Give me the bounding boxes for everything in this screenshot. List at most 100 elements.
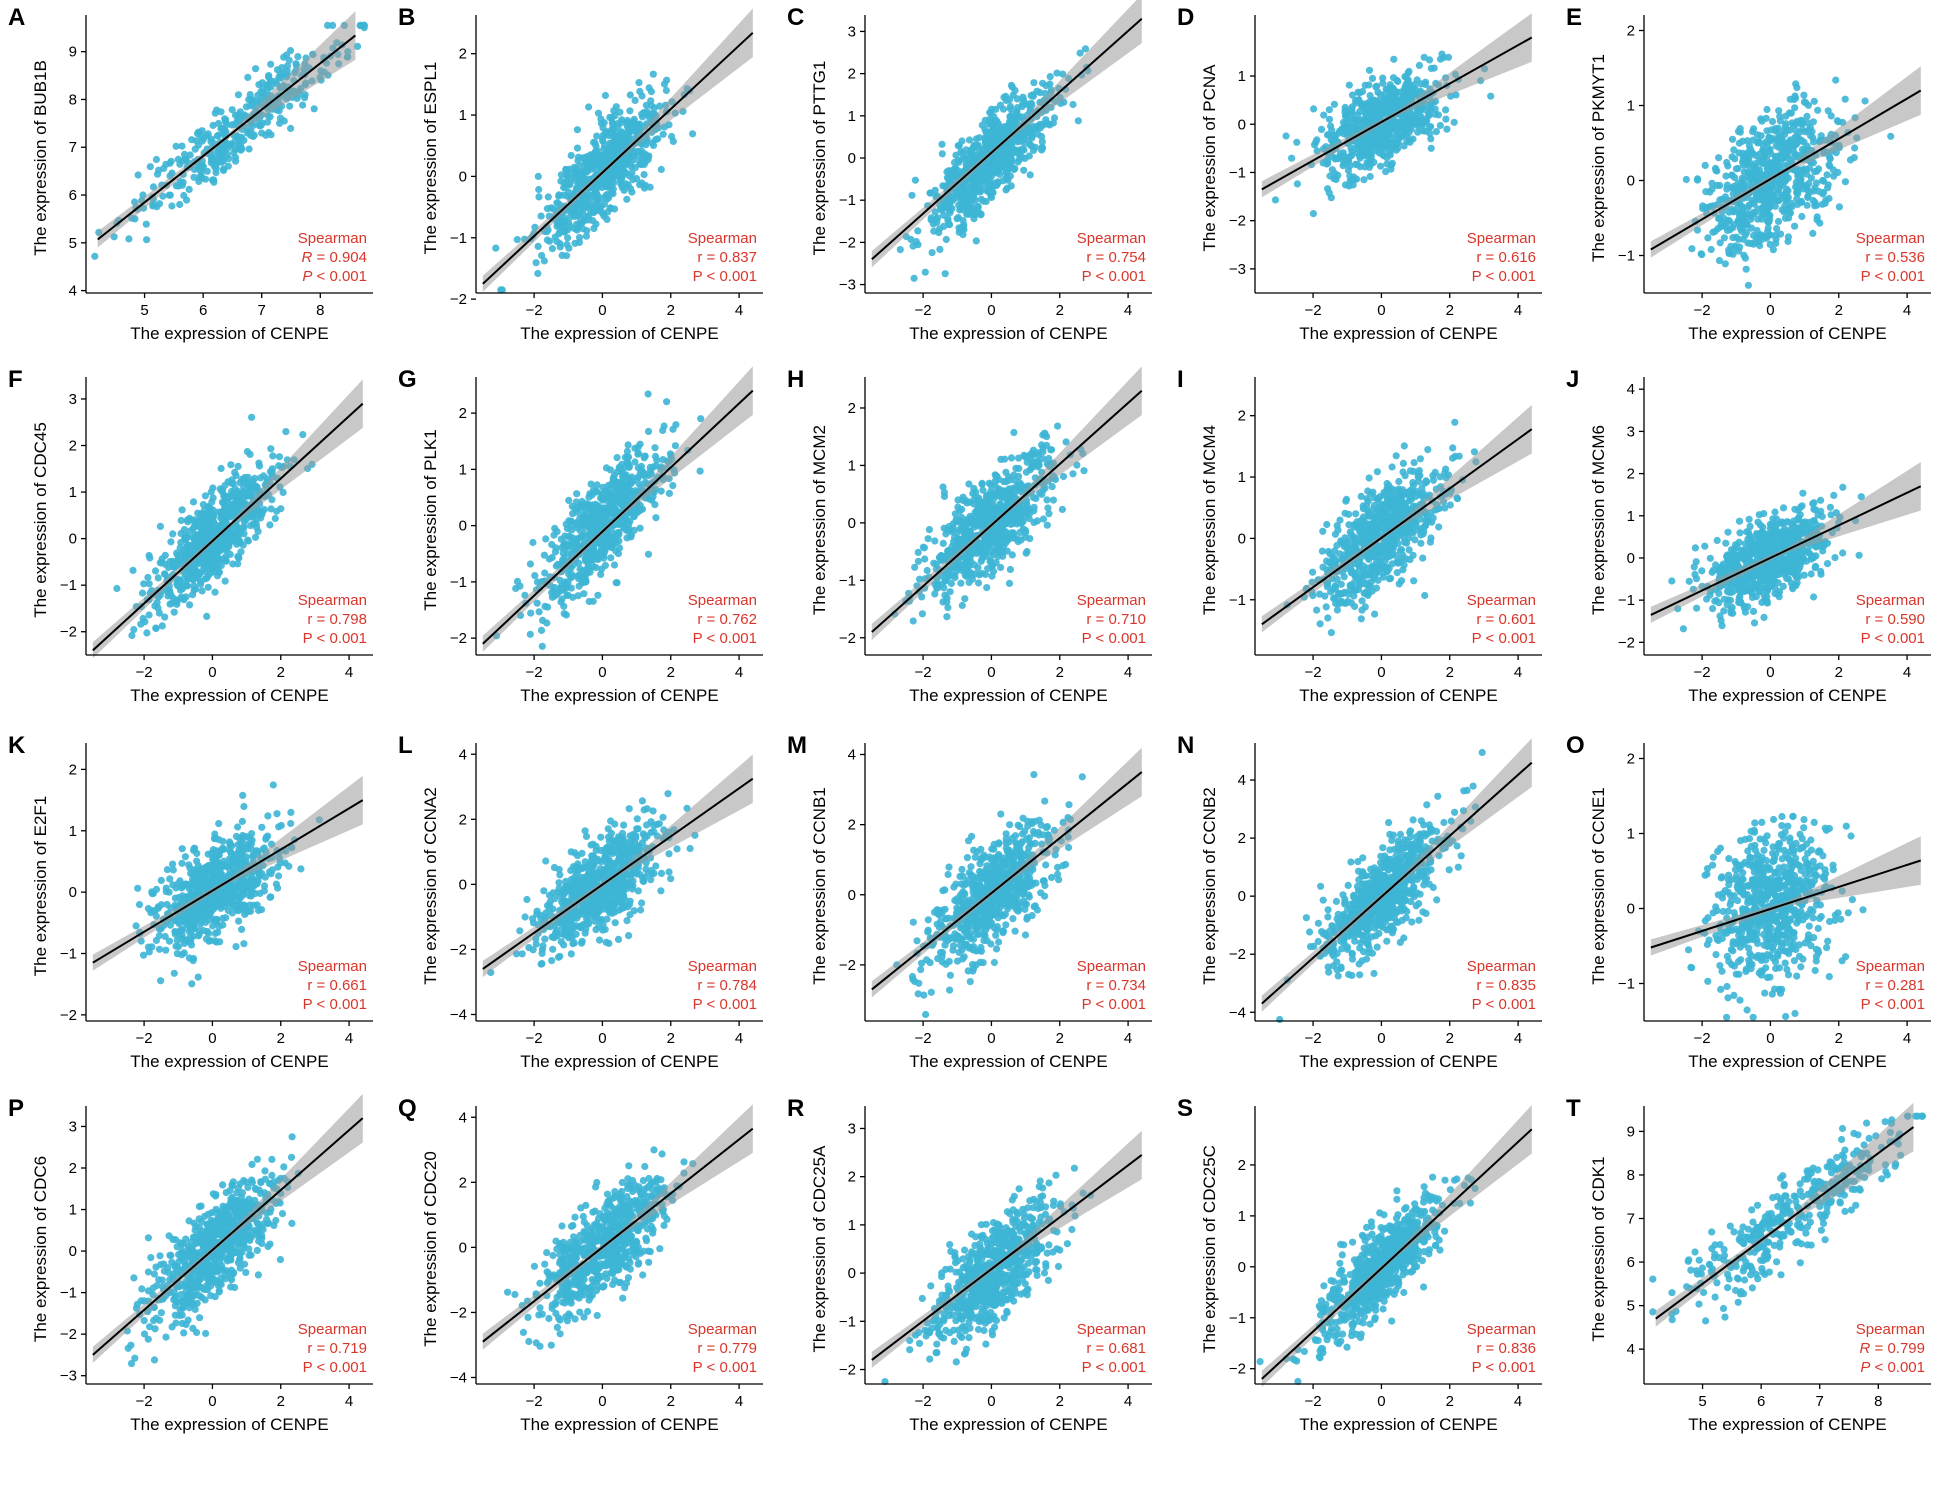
scatter-point xyxy=(944,217,952,225)
scatter-point xyxy=(611,112,619,120)
scatter-point xyxy=(1776,112,1784,120)
scatter-point xyxy=(1415,61,1423,69)
scatter-point xyxy=(1759,141,1767,150)
stat-coefficient: r = 0.616 xyxy=(1476,249,1536,266)
scatter-point xyxy=(638,179,646,187)
scatter-point xyxy=(635,79,643,87)
scatter-point xyxy=(973,169,981,177)
scatter-point xyxy=(268,468,276,476)
scatter-point xyxy=(556,243,564,251)
scatter-point xyxy=(1434,111,1442,119)
scatter-point xyxy=(567,151,575,160)
scatter-point xyxy=(649,70,657,78)
scatter-point xyxy=(656,102,664,110)
scatter-point xyxy=(1288,154,1296,162)
scatter-point xyxy=(1812,179,1821,187)
scatter-point xyxy=(1762,114,1770,122)
x-tick-label: −2 xyxy=(1305,302,1322,319)
scatter-point xyxy=(657,487,665,495)
scatter-point xyxy=(635,152,643,161)
scatter-point xyxy=(1799,185,1807,193)
scatter-point xyxy=(1392,146,1400,154)
scatter-point xyxy=(208,554,216,562)
scatter-point xyxy=(634,147,642,155)
scatter-point xyxy=(240,530,248,538)
scatter-point xyxy=(1046,73,1054,81)
stat-coefficient: r = 0.798 xyxy=(307,611,367,628)
scatter-point xyxy=(277,74,285,82)
scatter-point xyxy=(186,601,194,609)
panel-letter: C xyxy=(787,4,804,31)
scatter-point xyxy=(143,236,151,244)
scatter-point xyxy=(671,442,679,450)
scatter-point xyxy=(1766,182,1774,190)
scatter-point xyxy=(257,88,265,96)
scatter-point xyxy=(113,584,121,593)
scatter-point xyxy=(1007,81,1016,89)
stat-p-value: P < 0.001 xyxy=(693,268,757,285)
scatter-point xyxy=(564,180,572,188)
y-tick-label: 7 xyxy=(69,139,77,156)
scatter-point xyxy=(512,584,520,592)
scatter-point xyxy=(563,542,571,551)
scatter-point xyxy=(1330,100,1338,108)
scatter-point xyxy=(234,144,243,152)
scatter-point xyxy=(581,575,590,583)
stat-method: Spearman xyxy=(298,592,367,609)
scatter-point xyxy=(572,535,580,543)
scatter-point xyxy=(1764,191,1772,199)
scatter-point xyxy=(633,124,641,132)
scatter-point xyxy=(1357,152,1365,160)
scatter-point xyxy=(1771,125,1779,133)
scatter-point xyxy=(1325,189,1333,197)
scatter-point xyxy=(186,151,194,159)
scatter-point xyxy=(214,119,223,128)
scatter-point xyxy=(1410,81,1418,89)
scatter-point xyxy=(1076,49,1084,57)
scatter-points xyxy=(492,390,705,650)
scatter-point xyxy=(601,91,609,100)
stat-coefficient: r = 0.536 xyxy=(1865,249,1925,266)
scatter-point xyxy=(1425,123,1434,131)
scatter-point xyxy=(227,461,235,469)
scatter-point xyxy=(130,626,138,634)
panel-letter: A xyxy=(8,4,25,31)
scatter-point xyxy=(593,132,601,140)
scatter-point xyxy=(1832,76,1840,84)
scatter-point xyxy=(573,490,581,498)
scatter-point xyxy=(267,60,275,68)
stat-coefficient: r = 0.754 xyxy=(1086,249,1146,266)
scatter-point xyxy=(138,589,147,597)
scatter-point xyxy=(558,251,566,259)
scatter-point xyxy=(158,622,166,630)
scatter-point xyxy=(527,609,535,617)
scatter-point xyxy=(1042,82,1050,90)
scatter-point xyxy=(662,86,670,95)
scatter-point xyxy=(557,177,565,185)
scatter-point xyxy=(618,128,626,136)
scatter-point xyxy=(189,498,198,506)
scatter-point xyxy=(668,132,676,141)
scatter-point xyxy=(1014,158,1022,166)
scatter-point xyxy=(548,553,556,562)
scatter-point xyxy=(1798,145,1806,154)
panel-letter: H xyxy=(787,366,804,393)
scatter-point xyxy=(579,514,587,522)
scatter-point xyxy=(198,587,206,595)
scatter-point xyxy=(1450,118,1458,126)
scatter-point xyxy=(1736,212,1744,220)
scatter-point xyxy=(1763,127,1771,135)
scatter-point xyxy=(992,182,1000,190)
scatter-point xyxy=(564,234,572,242)
scatter-point xyxy=(1382,95,1390,103)
scatter-point xyxy=(161,613,169,621)
scatter-point xyxy=(1722,172,1730,180)
scatter-point xyxy=(1325,115,1334,123)
scatter-point xyxy=(1341,103,1349,111)
scatter-point xyxy=(1809,118,1817,126)
scatter-point xyxy=(533,578,542,586)
scatter-point xyxy=(614,123,622,131)
scatter-points xyxy=(1682,76,1895,289)
scatter-point xyxy=(275,462,283,470)
scatter-point xyxy=(183,196,191,204)
